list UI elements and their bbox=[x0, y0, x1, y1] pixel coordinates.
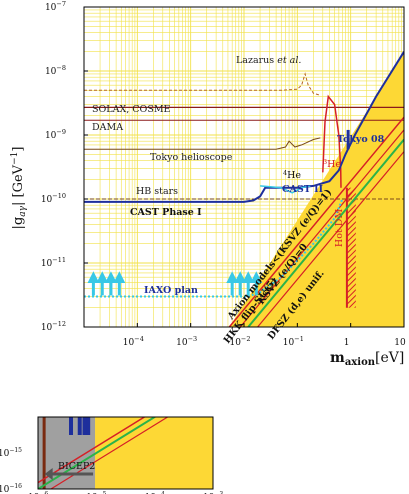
y-tick-label: 10−11 bbox=[41, 256, 66, 269]
hkk-line bbox=[239, 129, 404, 327]
tokyo-helioscope-label: Tokyo helioscope bbox=[150, 152, 233, 163]
cast-phase1-label: CAST Phase I bbox=[130, 207, 202, 218]
tokyo08-bar bbox=[346, 129, 350, 150]
y-tick-label: 10−12 bbox=[41, 320, 66, 333]
hot-dm-region bbox=[346, 187, 356, 308]
x-tick-label: 10−1 bbox=[283, 335, 304, 348]
inset-plot-frame bbox=[37, 416, 214, 490]
dfsz-line bbox=[257, 151, 404, 327]
bicep-label: BICEP2 bbox=[58, 461, 95, 472]
x-tick-label: 1 bbox=[344, 338, 350, 348]
hot-dm-label: Hot DM bbox=[334, 209, 345, 247]
ksvz-upper-line bbox=[228, 116, 404, 327]
hb-stars-label: HB stars bbox=[136, 186, 178, 197]
he4-curve bbox=[260, 185, 312, 194]
svg-text:|gaγ| [GeV−1]: |gaγ| [GeV−1] bbox=[10, 147, 28, 230]
inset-blue-bar bbox=[86, 417, 91, 435]
lazarus-label: Lazarus et al. bbox=[236, 55, 301, 66]
y-tick-label: 10−9 bbox=[45, 128, 66, 141]
he3-label: 3He bbox=[323, 158, 341, 170]
inset-blue-bar bbox=[69, 417, 74, 435]
main-chart: 10−4 10−3 10−2 10−1 1 1010−1210−1110−1010−910… bbox=[10, 0, 406, 368]
x-tick-label: 10−2 bbox=[229, 335, 250, 348]
iaxo-line bbox=[84, 198, 344, 298]
inset-ksvz-line bbox=[38, 417, 146, 484]
y-tick-label: 10−10 bbox=[41, 192, 66, 205]
svg-text:maxion[eV]: maxion[eV] bbox=[330, 350, 404, 368]
inset-axion-band bbox=[95, 417, 213, 489]
tokyo-helioscope-line bbox=[84, 137, 321, 150]
ksvz-zero-line bbox=[247, 138, 404, 327]
main-marks bbox=[84, 51, 404, 327]
bicep-arrowhead bbox=[44, 468, 53, 481]
inset-marks: BICEP2 bbox=[38, 417, 213, 489]
he3-curve bbox=[322, 94, 342, 188]
solax-label: SOLAX, COSME bbox=[92, 104, 171, 115]
main-ticks: 10−4 10−3 10−2 10−1 1 1010−1210−1110−1010−910… bbox=[41, 0, 406, 348]
inset-y-tick-label: 10−15 bbox=[0, 447, 22, 459]
x-tick-label: 10−3 bbox=[176, 335, 197, 348]
inset-brown-bar bbox=[42, 417, 46, 489]
inset-blue-bar bbox=[77, 417, 82, 435]
inset-hkk-line bbox=[49, 417, 169, 489]
y-tick-label: 10−7 bbox=[45, 0, 66, 13]
iaxo-plan-label: IAXO plan bbox=[144, 285, 198, 296]
y-tick-label: 10−8 bbox=[45, 64, 66, 77]
y-axis-label: |gaγ| [GeV−1] bbox=[10, 147, 28, 230]
cast-ii-label: CAST II bbox=[282, 184, 324, 195]
x-axis-label: maxion[eV] bbox=[330, 350, 404, 368]
axion-model-band bbox=[229, 53, 404, 327]
he4-label: 4He bbox=[283, 169, 301, 181]
dama-label: DAMA bbox=[92, 122, 123, 133]
lazarus-line bbox=[84, 72, 320, 96]
tokyo08-label: Tokyo 08 bbox=[337, 134, 385, 145]
inset-blue-bar bbox=[82, 417, 87, 435]
inset-dfsz-line bbox=[38, 417, 157, 489]
inset-y-tick-label: 10−16 bbox=[0, 483, 22, 494]
x-tick-label: 10−4 bbox=[123, 335, 144, 348]
x-tick-label: 10 bbox=[394, 338, 406, 348]
